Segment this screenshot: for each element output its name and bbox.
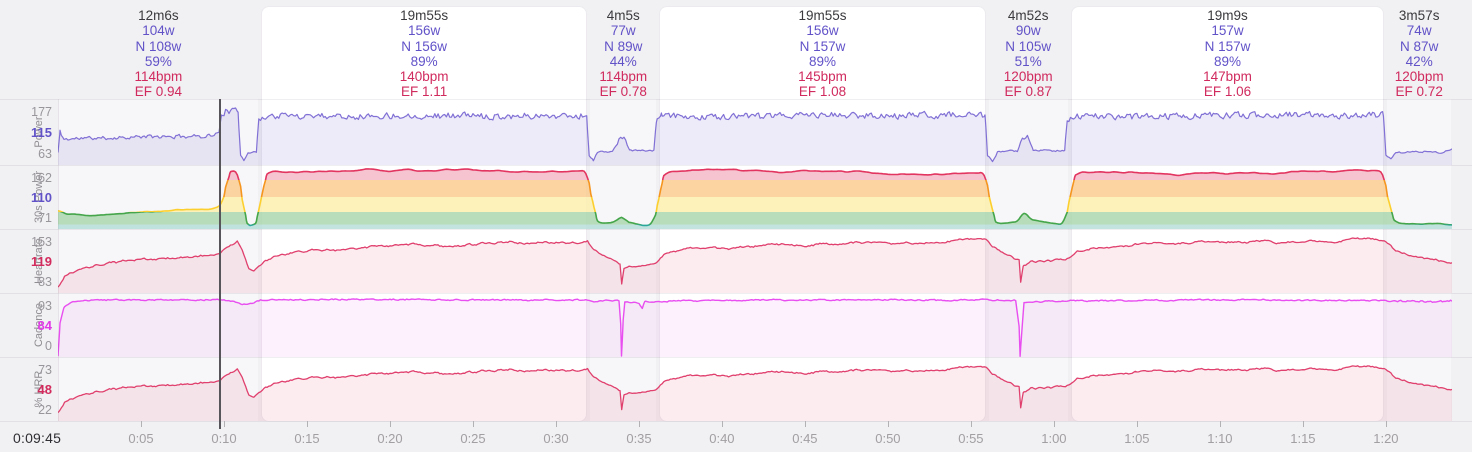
lap-stat-ef: EF 0.72 bbox=[1395, 84, 1443, 100]
axis-tick bbox=[390, 421, 391, 427]
y-axis-value: 71 bbox=[38, 210, 52, 225]
lap-stat-duration: 12m6s bbox=[138, 8, 179, 23]
axis-tick-label: 1:10 bbox=[1207, 431, 1233, 446]
y-axis-value: 22 bbox=[38, 402, 52, 417]
lap-stat-power: 90w bbox=[1015, 23, 1041, 39]
y-axis-value: 0 bbox=[45, 338, 52, 353]
lap-stat-duration: 4m5s bbox=[606, 8, 640, 23]
y-axis-value: 177 bbox=[31, 104, 52, 119]
axis-tick-label: 0:20 bbox=[377, 431, 403, 446]
hrr-line bbox=[57, 365, 1453, 414]
axis-tick bbox=[141, 421, 142, 427]
lap-stat-hr: 114bpm bbox=[599, 69, 648, 85]
axis-tick bbox=[721, 421, 723, 427]
y-axis-value: 63 bbox=[38, 146, 52, 161]
axis-tick-label: 0:50 bbox=[875, 431, 901, 446]
hrr-area bbox=[58, 365, 1452, 421]
axis-tick-label: 0:25 bbox=[460, 431, 486, 446]
row-separator bbox=[0, 421, 1472, 422]
lap-stat-np: N 105w bbox=[1005, 38, 1052, 54]
lap-stats: 3m57s 74w N 87w 42% 120bpm EF 0.72 bbox=[1386, 8, 1452, 100]
axis-tick-label: 0:30 bbox=[543, 431, 569, 446]
row-separator bbox=[0, 229, 1472, 230]
lap-stat-power: 74w bbox=[1406, 23, 1432, 39]
y-axis-value: 153 bbox=[31, 234, 52, 249]
axis-tick-label: 0:55 bbox=[958, 431, 984, 446]
lap-stat-ef: EF 0.87 bbox=[1004, 84, 1052, 100]
axis-tick-label: 0:35 bbox=[626, 431, 652, 446]
chart-svg bbox=[57, 107, 1453, 421]
y-axis-value: 119 bbox=[31, 253, 52, 269]
cadence-line bbox=[57, 298, 1453, 357]
y-axis-value: 73 bbox=[38, 362, 52, 377]
chart-cursor-line[interactable] bbox=[218, 99, 221, 429]
axis-tick bbox=[307, 421, 308, 427]
lap-stat-ef: EF 0.78 bbox=[599, 84, 647, 100]
chart-plot-area[interactable] bbox=[57, 99, 1453, 421]
axis-tick-label: 1:05 bbox=[1124, 431, 1150, 446]
lap-stats: 4m52s 90w N 105w 51% 120bpm EF 0.87 bbox=[988, 8, 1069, 100]
axis-tick bbox=[1219, 421, 1221, 427]
axis-tick-label: 0:40 bbox=[709, 431, 735, 446]
axis-tick bbox=[473, 421, 474, 427]
lap-stat-pct: 44% bbox=[609, 53, 637, 69]
row-separator bbox=[0, 357, 1472, 358]
axis-tick bbox=[556, 421, 557, 427]
lap-stats: 4m5s 77w N 89w 44% 114bpm EF 0.78 bbox=[589, 8, 657, 100]
lap-stat-np: N 89w bbox=[604, 38, 643, 54]
power_30s-line bbox=[57, 168, 1453, 227]
y-axis-value: 48 bbox=[37, 381, 52, 397]
row-separator bbox=[0, 99, 1472, 100]
axis-tick bbox=[1302, 421, 1304, 427]
lap-stat-duration: 4m52s bbox=[1007, 8, 1049, 23]
lap-rest-region[interactable] bbox=[590, 99, 657, 421]
axis-tick-label: 0:45 bbox=[792, 431, 818, 446]
axis-tick bbox=[970, 421, 972, 427]
y-axis-value: 115 bbox=[31, 124, 52, 140]
axis-tick bbox=[224, 421, 225, 427]
plot-left-edge bbox=[58, 99, 59, 421]
power-area bbox=[58, 108, 1452, 165]
axis-tick bbox=[1053, 421, 1055, 427]
row-separator bbox=[0, 165, 1472, 166]
power-line bbox=[57, 107, 1453, 163]
axis-tick-label: 0:15 bbox=[294, 431, 320, 446]
y-axis-value: 162 bbox=[31, 170, 52, 185]
lap-stat-hr: 120bpm bbox=[1394, 69, 1444, 85]
y-axis-value: 93 bbox=[38, 298, 52, 313]
axis-tick bbox=[639, 421, 640, 427]
lap-stat-np: N 108w bbox=[135, 38, 182, 54]
lap-stat-pct: 51% bbox=[1014, 53, 1042, 69]
row-separator bbox=[0, 293, 1472, 294]
power_30s-area bbox=[58, 168, 1452, 229]
axis-tick bbox=[1385, 421, 1387, 427]
lap-rest-region[interactable] bbox=[59, 99, 258, 421]
lap-stat-hr: 114bpm bbox=[134, 69, 183, 85]
y-axis-value: 83 bbox=[38, 274, 52, 289]
heartrate-line bbox=[57, 237, 1453, 288]
lap-stat-pct: 59% bbox=[144, 53, 172, 69]
axis-tick-label: 1:15 bbox=[1290, 431, 1316, 446]
axis-tick-label: 0:10 bbox=[211, 431, 237, 446]
axis-tick-label: 0:05 bbox=[128, 431, 154, 446]
y-axis-value: 110 bbox=[31, 189, 52, 205]
lap-stat-duration: 3m57s bbox=[1398, 8, 1440, 23]
axis-tick-label: 1:20 bbox=[1373, 431, 1399, 446]
lap-stat-hr: 120bpm bbox=[1003, 69, 1053, 85]
axis-tick bbox=[887, 421, 889, 427]
lap-stat-pct: 42% bbox=[1405, 53, 1433, 69]
axis-tick-label: 1:00 bbox=[1041, 431, 1067, 446]
cadence-area bbox=[58, 298, 1452, 357]
heartrate-area bbox=[58, 237, 1452, 293]
y-axis-value: 84 bbox=[37, 317, 52, 333]
lap-stat-ef: EF 0.94 bbox=[134, 84, 183, 100]
axis-tick bbox=[1136, 421, 1138, 427]
lap-stat-power: 104w bbox=[142, 23, 175, 39]
lap-stats: 12m6s 104w N 108w 59% 114bpm EF 0.94 bbox=[58, 8, 259, 100]
cursor-time-readout: 0:09:45 bbox=[13, 430, 62, 446]
lap-stat-np: N 87w bbox=[1400, 38, 1439, 54]
lap-stat-power: 77w bbox=[610, 23, 636, 39]
axis-tick bbox=[804, 421, 806, 427]
